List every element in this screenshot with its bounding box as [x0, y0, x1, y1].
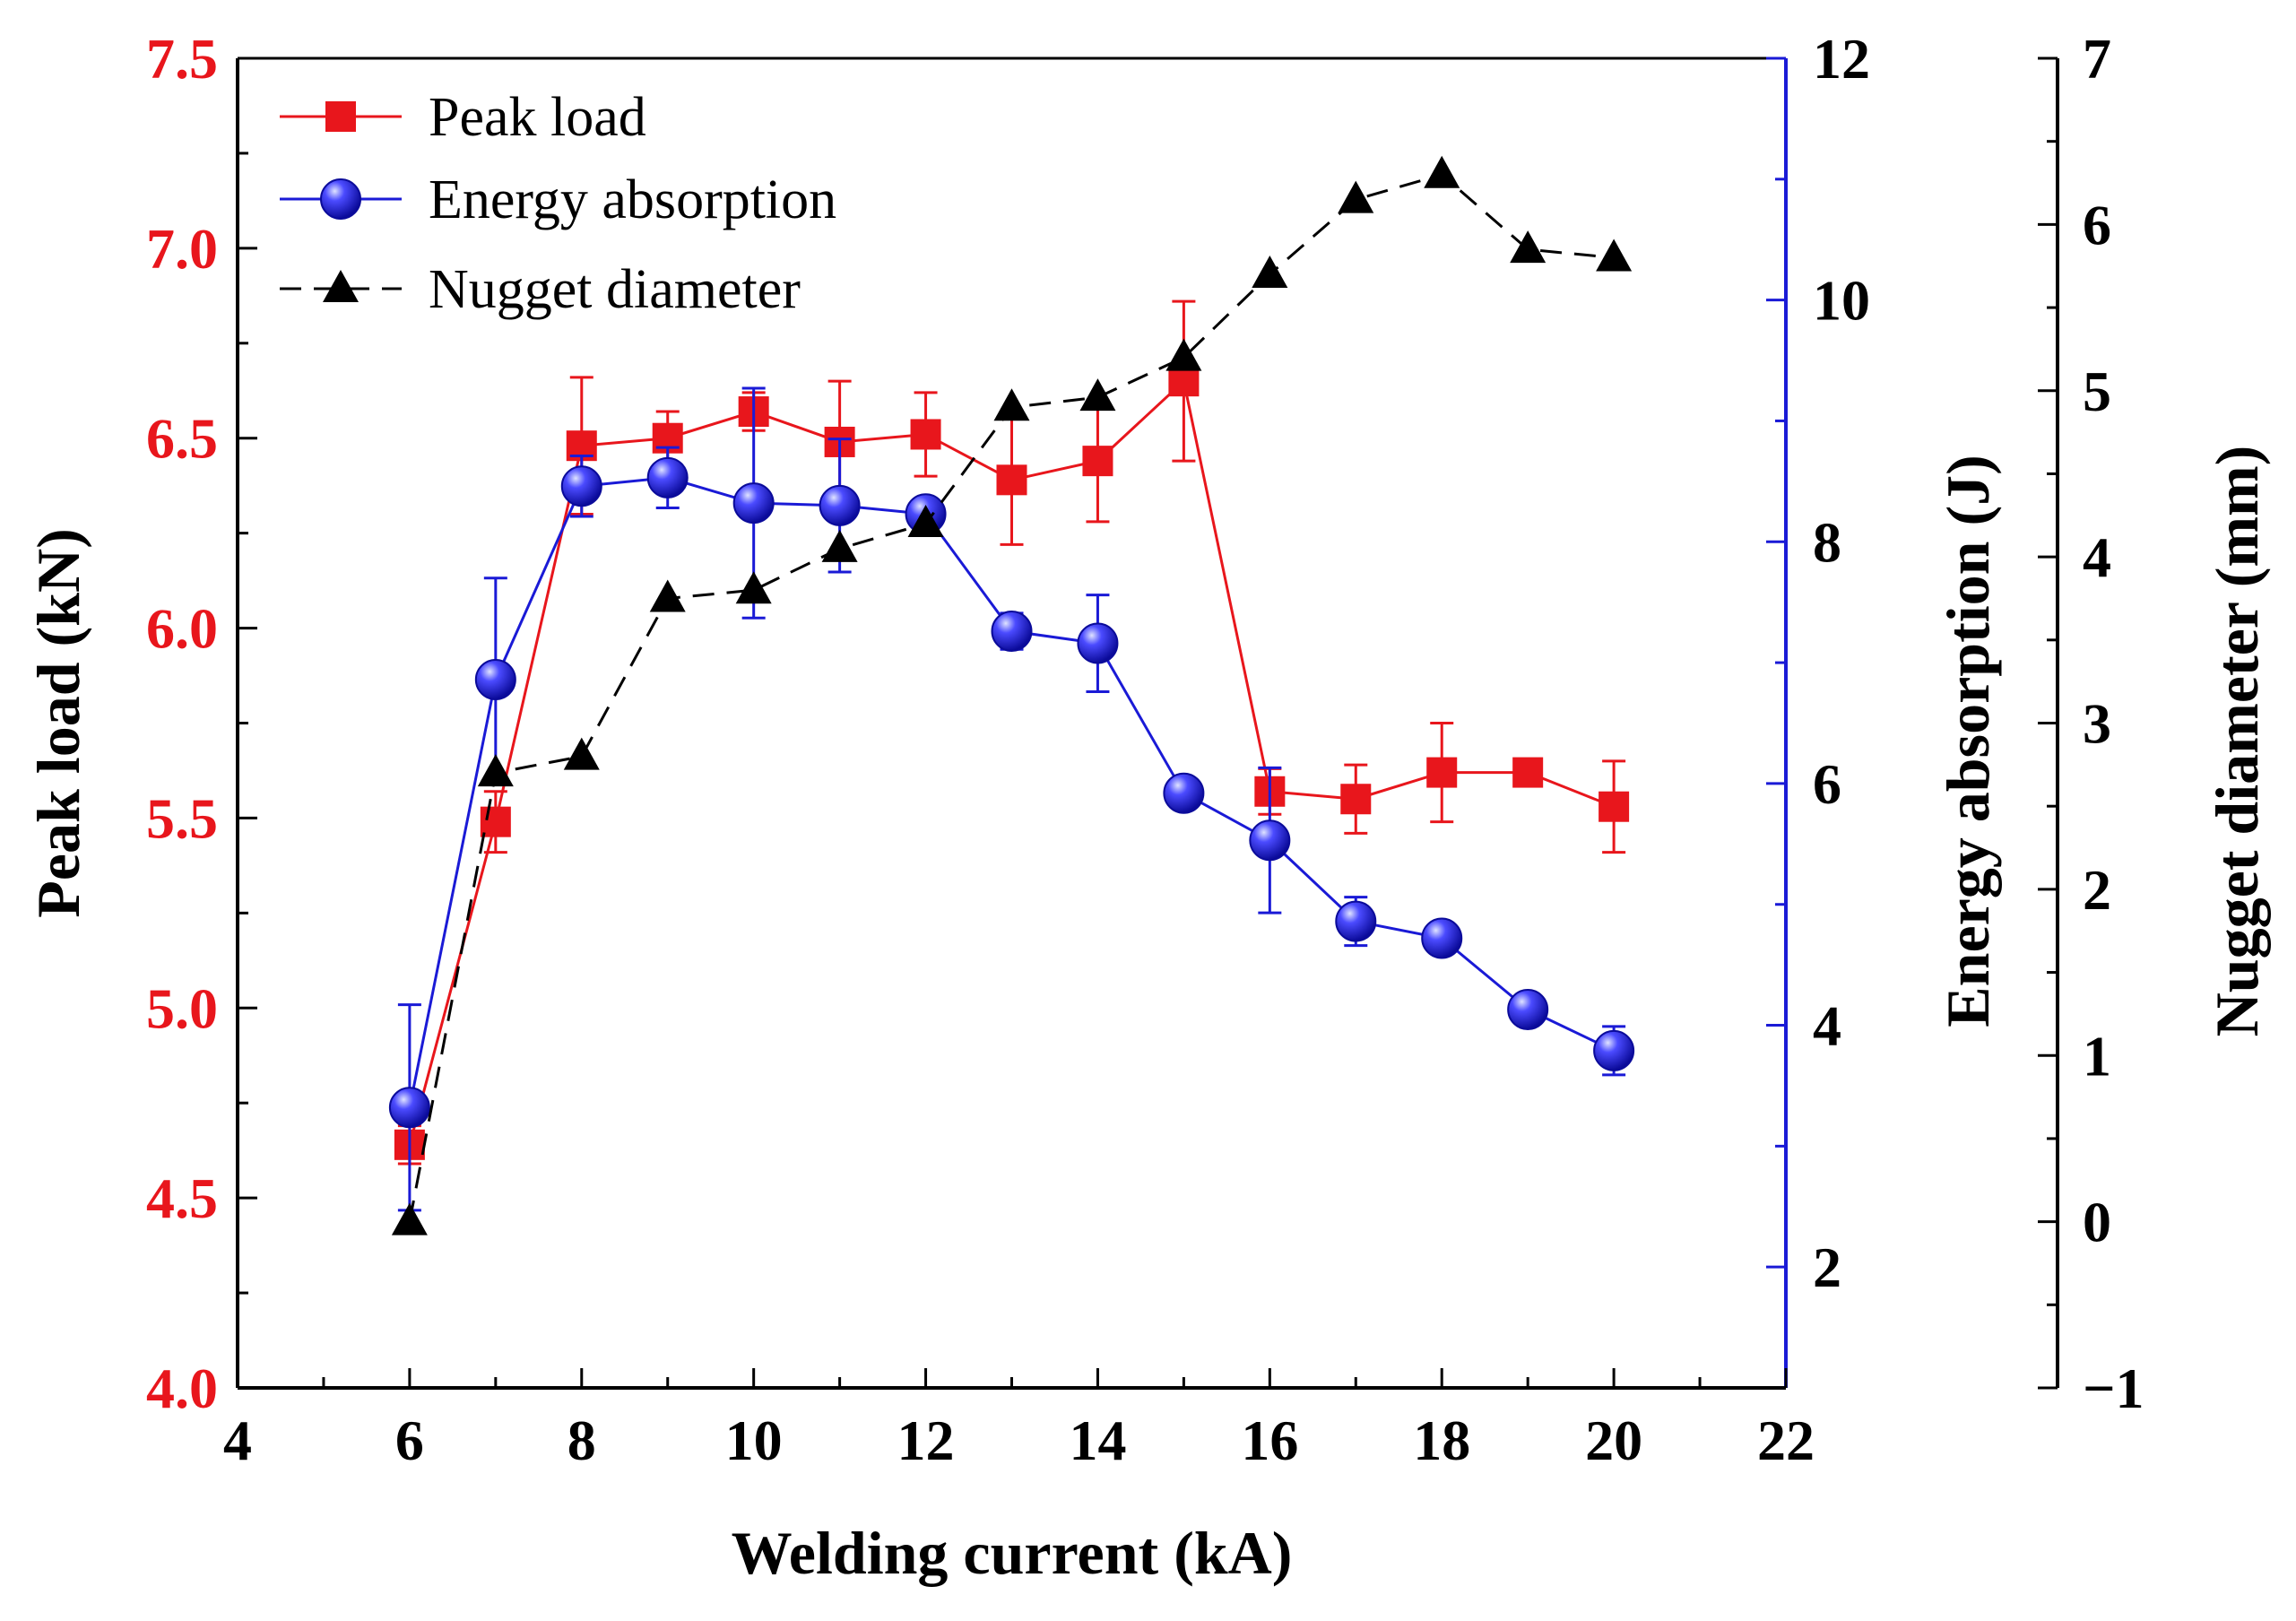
- data-point: [474, 658, 516, 700]
- left-axis-title: Peak load (kN): [24, 528, 92, 917]
- nugget-tick-label: 1: [2083, 1024, 2111, 1088]
- left-tick-label: 5.5: [146, 786, 218, 850]
- data-point: [1507, 989, 1549, 1031]
- x-tick-label: 10: [725, 1409, 783, 1472]
- data-point: [1165, 338, 1202, 371]
- energy-tick-label: 2: [1813, 1235, 1841, 1299]
- nugget-tick-label: 4: [2083, 525, 2111, 589]
- left-axis: 4.0 4.5 5.0 5.5 6.0 6.5 7.0 7.5: [146, 27, 257, 1420]
- legend-marker: [325, 101, 356, 132]
- nugget-tick-label: 6: [2083, 193, 2111, 256]
- data-point: [821, 529, 858, 562]
- x-tick-label: 12: [897, 1409, 955, 1472]
- x-tick-label: 8: [568, 1409, 596, 1472]
- series-peak-load: [394, 299, 1630, 1166]
- x-axis: 4 6 8 10 12 14 16 18 20 22: [223, 1368, 1815, 1472]
- energy-tick-label: 10: [1813, 269, 1870, 333]
- data-point: [649, 579, 686, 612]
- nugget-tick-label: 5: [2083, 360, 2111, 423]
- legend-marker: [320, 178, 361, 220]
- legend-label: Peak load: [429, 87, 646, 148]
- energy-tick-label: 8: [1813, 510, 1841, 574]
- x-tick-label: 18: [1413, 1409, 1470, 1472]
- left-tick-label: 7.5: [146, 27, 218, 91]
- nugget-tick-label: 0: [2083, 1191, 2111, 1254]
- left-tick-label: 7.0: [146, 217, 218, 281]
- nugget-tick-label: −1: [2083, 1357, 2144, 1420]
- data-point: [1593, 1029, 1635, 1071]
- nugget-tick-label: 7: [2083, 27, 2111, 91]
- x-axis-title: Welding current (kA): [732, 1519, 1293, 1587]
- data-point: [388, 1087, 430, 1129]
- energy-axis: 2 4 6 8 10 12: [1766, 27, 1870, 1390]
- left-tick-label: 6.5: [146, 407, 218, 471]
- x-tick-label: 22: [1757, 1409, 1815, 1472]
- data-point: [1163, 772, 1205, 814]
- data-point: [1596, 238, 1633, 272]
- data-point: [910, 419, 941, 450]
- x-tick-label: 20: [1585, 1409, 1642, 1472]
- data-point: [560, 465, 602, 507]
- data-point: [993, 388, 1030, 421]
- data-point: [1424, 155, 1460, 188]
- data-point: [1340, 784, 1372, 815]
- series-line: [408, 476, 1615, 1108]
- data-point: [1079, 378, 1116, 412]
- nugget-axis-title: Nugget diameter (mm): [2203, 446, 2271, 1037]
- legend-label: Nugget diameter: [429, 259, 801, 320]
- data-point: [477, 754, 514, 787]
- left-tick-label: 5.0: [146, 976, 218, 1040]
- data-point: [1082, 446, 1113, 477]
- x-tick-label: 6: [395, 1409, 424, 1472]
- legend: Peak load Energy absorption Nugget diamete…: [280, 87, 836, 320]
- left-tick-label: 4.5: [146, 1166, 218, 1230]
- data-point: [907, 505, 944, 538]
- series-line: [408, 173, 1615, 1222]
- data-point: [1077, 622, 1119, 664]
- data-point: [735, 571, 772, 604]
- legend-marker: [323, 270, 359, 302]
- energy-tick-label: 12: [1813, 27, 1870, 91]
- data-point: [1168, 366, 1200, 397]
- data-point: [563, 737, 600, 770]
- data-point: [1249, 819, 1291, 862]
- nugget-tick-label: 3: [2083, 692, 2111, 756]
- left-tick-label: 4.0: [146, 1357, 218, 1420]
- data-point: [1512, 757, 1544, 788]
- data-point: [1599, 791, 1630, 822]
- series-group: [388, 155, 1635, 1235]
- data-point: [819, 484, 861, 526]
- data-point: [1426, 757, 1458, 788]
- data-point: [991, 611, 1033, 653]
- energy-tick-label: 6: [1813, 752, 1841, 816]
- axis-titles: Welding current (kA) Peak load (kN) Energy…: [24, 446, 2271, 1587]
- data-point: [646, 456, 689, 498]
- data-point: [1510, 230, 1547, 264]
- data-point: [480, 806, 511, 837]
- series-nugget-diameter: [391, 155, 1633, 1235]
- data-point: [1338, 180, 1374, 213]
- data-point: [996, 464, 1027, 496]
- left-tick-label: 6.0: [146, 597, 218, 661]
- data-point: [391, 1202, 428, 1235]
- data-point: [1252, 255, 1288, 288]
- x-tick-label: 14: [1069, 1409, 1126, 1472]
- x-tick-label: 16: [1241, 1409, 1298, 1472]
- energy-axis-title: Energy absorption (J): [1934, 455, 2002, 1027]
- data-point: [1335, 900, 1377, 942]
- energy-tick-label: 4: [1813, 994, 1841, 1058]
- x-tick-label: 4: [223, 1409, 252, 1472]
- nugget-tick-label: 2: [2083, 858, 2111, 922]
- data-point: [732, 482, 775, 524]
- nugget-axis: −1 0 1 2 3 4 5 6 7: [2038, 27, 2144, 1420]
- data-point: [1421, 917, 1463, 959]
- legend-label: Energy absorption: [429, 169, 836, 230]
